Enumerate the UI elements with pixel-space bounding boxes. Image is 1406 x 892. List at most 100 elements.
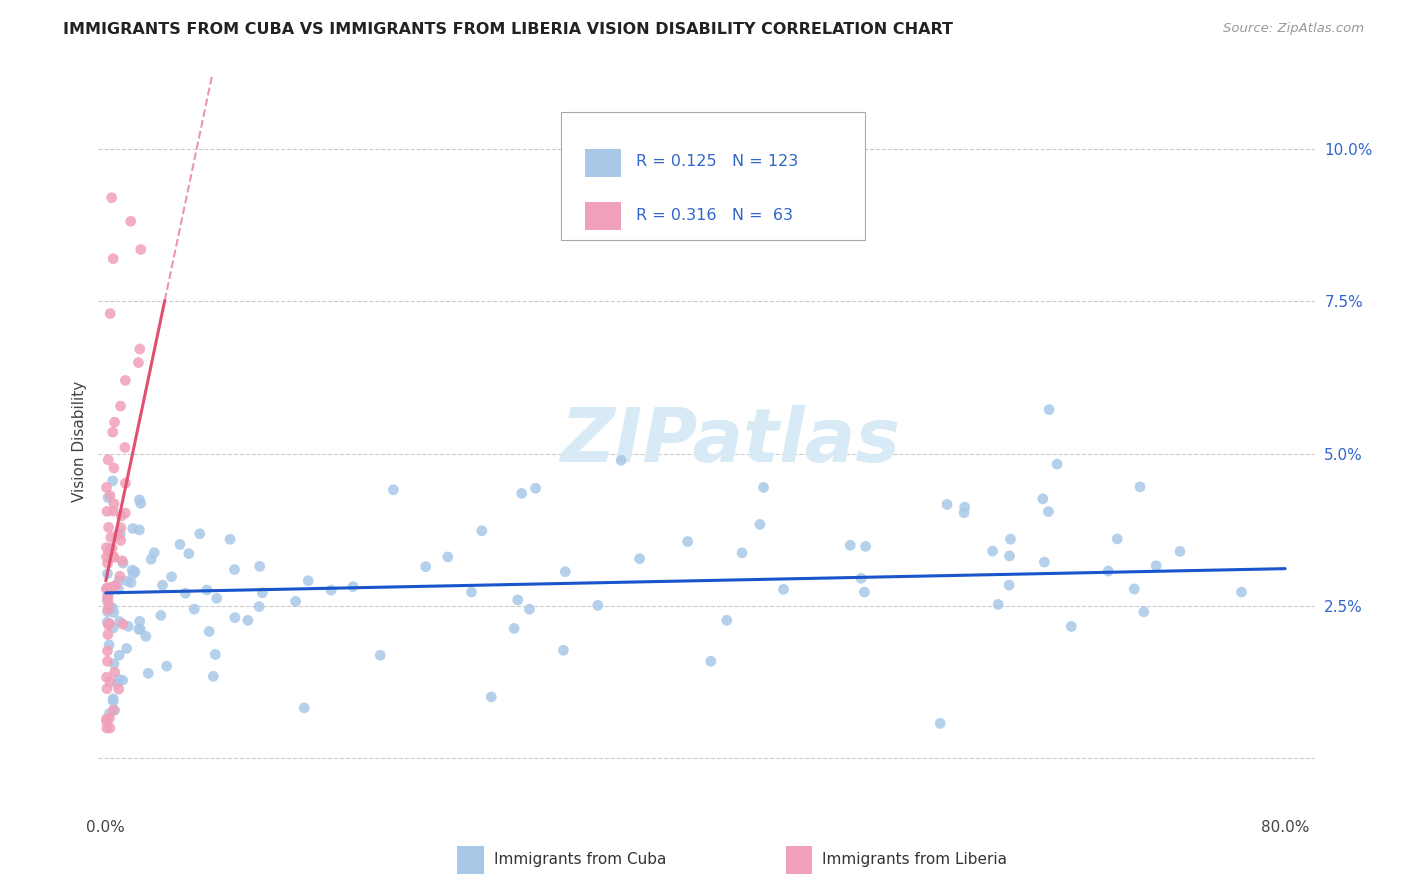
Point: [96, 681, 118, 696]
Point: [415, 559, 437, 574]
Point: [103, 550, 125, 565]
Point: [110, 508, 132, 523]
Point: [436, 549, 458, 564]
Point: [98, 711, 121, 725]
Point: [107, 673, 129, 687]
Point: [1000, 532, 1022, 546]
Point: [853, 585, 876, 599]
Point: [100, 600, 122, 615]
Point: [103, 703, 125, 717]
Text: IMMIGRANTS FROM CUBA VS IMMIGRANTS FROM LIBERIA VISION DISABILITY CORRELATION CH: IMMIGRANTS FROM CUBA VS IMMIGRANTS FROM …: [63, 22, 953, 37]
Point: [284, 594, 307, 608]
Point: [120, 214, 142, 228]
Point: [107, 527, 129, 541]
Point: [953, 506, 976, 520]
Point: [849, 571, 872, 585]
Text: R = 0.316   N =  63: R = 0.316 N = 63: [636, 208, 793, 222]
Point: [122, 566, 145, 581]
Point: [110, 399, 132, 413]
Point: [368, 648, 391, 663]
Point: [110, 527, 132, 541]
Point: [198, 624, 221, 639]
Point: [183, 602, 205, 616]
Point: [1168, 544, 1191, 558]
Point: [628, 551, 651, 566]
Point: [1038, 505, 1060, 519]
Point: [1046, 457, 1069, 471]
Point: [101, 252, 124, 266]
Point: [716, 613, 738, 627]
Point: [96, 712, 118, 726]
Point: [107, 582, 129, 597]
Point: [97, 592, 120, 607]
Point: [103, 694, 125, 708]
Point: [135, 629, 157, 643]
Point: [100, 530, 122, 544]
Point: [981, 544, 1004, 558]
Point: [1107, 532, 1129, 546]
Point: [297, 574, 319, 588]
Point: [121, 563, 143, 577]
Point: [96, 644, 118, 658]
Point: [103, 549, 125, 564]
Point: [98, 544, 121, 558]
Text: Immigrants from Liberia: Immigrants from Liberia: [823, 853, 1007, 867]
Point: [149, 608, 172, 623]
Point: [105, 676, 128, 690]
Point: [96, 654, 118, 668]
Point: [136, 666, 159, 681]
Point: [855, 540, 877, 554]
Point: [100, 191, 122, 205]
Point: [96, 581, 118, 595]
Point: [177, 547, 200, 561]
Point: [100, 541, 122, 556]
Point: [205, 591, 228, 606]
Point: [98, 706, 121, 721]
FancyBboxPatch shape: [585, 149, 621, 177]
Point: [111, 673, 134, 688]
Point: [103, 606, 125, 620]
Point: [103, 497, 125, 511]
Point: [98, 616, 121, 631]
Point: [114, 476, 136, 491]
Point: [752, 480, 775, 494]
Point: [103, 415, 125, 429]
Point: [108, 648, 131, 663]
Point: [127, 356, 149, 370]
Point: [247, 599, 270, 614]
Point: [156, 659, 179, 673]
Point: [998, 578, 1021, 592]
Point: [110, 521, 132, 535]
Point: [772, 582, 794, 597]
Point: [101, 474, 124, 488]
Point: [141, 552, 163, 566]
FancyBboxPatch shape: [457, 846, 484, 874]
Point: [98, 674, 121, 689]
Point: [96, 605, 118, 619]
Point: [110, 533, 132, 548]
Point: [103, 580, 125, 594]
Point: [224, 562, 246, 576]
Point: [1032, 491, 1054, 506]
Text: Immigrants from Cuba: Immigrants from Cuba: [494, 853, 666, 867]
Point: [98, 489, 121, 503]
Point: [97, 602, 120, 616]
Point: [103, 703, 125, 717]
Point: [610, 453, 633, 467]
Point: [103, 504, 125, 518]
Point: [1230, 585, 1253, 599]
FancyBboxPatch shape: [561, 112, 865, 240]
Point: [128, 523, 150, 537]
Point: [519, 602, 541, 616]
Point: [114, 441, 136, 455]
Point: [953, 500, 976, 514]
Y-axis label: Vision Disability: Vision Disability: [72, 381, 87, 502]
Point: [987, 598, 1010, 612]
Point: [108, 615, 131, 629]
Point: [96, 594, 118, 608]
Point: [471, 524, 494, 538]
Point: [700, 654, 723, 668]
Point: [731, 546, 754, 560]
Point: [96, 480, 118, 494]
Point: [98, 307, 121, 321]
